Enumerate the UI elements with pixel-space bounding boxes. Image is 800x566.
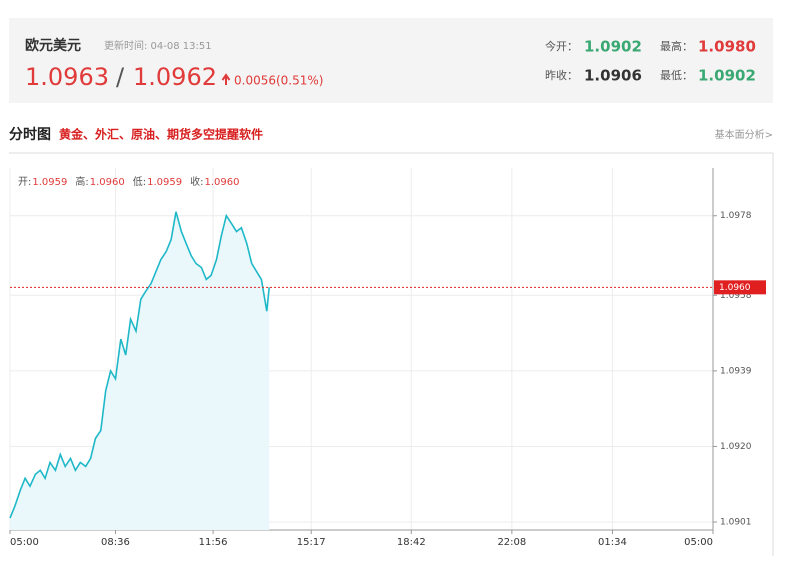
price-label: 1.0960 [719, 283, 751, 293]
ask-price: 1.0962 [133, 63, 217, 91]
info-value: 1.0959 [147, 177, 182, 188]
x-tick-label: 18:42 [397, 537, 426, 548]
bid-price: 1.0963 [25, 63, 109, 91]
y-tick-label: 1.0901 [720, 518, 752, 528]
price-label-box [714, 280, 766, 295]
section-title: 分时图 [9, 126, 51, 143]
y-tick-label: 1.0958 [720, 291, 752, 301]
x-tick-label: 01:34 [598, 537, 627, 548]
x-tick-label: 08:36 [101, 537, 130, 548]
info-label: 收: [190, 175, 203, 188]
y-tick-label: 1.0978 [720, 211, 752, 221]
info-label: 低: [133, 175, 146, 188]
quote-panel [9, 18, 773, 103]
x-tick-label: 11:56 [199, 537, 228, 548]
update-time: 更新时间: 04-08 13:51 [104, 39, 212, 52]
chart: 1.0901 1.0920 1.0939 1.0958 1.0978 05:00 08:36… [9, 168, 766, 548]
info-label: 开: [18, 177, 31, 188]
info-value: 1.0960 [205, 177, 240, 188]
promo-link[interactable]: 黄金、外汇、原油、期货多空提醒软件 [59, 127, 263, 142]
y-tick-label: 1.0939 [720, 366, 752, 376]
info-label: 高: [75, 175, 88, 188]
analysis-link[interactable]: 基本面分析> [715, 128, 773, 141]
x-tick-label: 05:00 [684, 537, 713, 548]
y-tick-label: 1.0920 [720, 442, 752, 452]
up-arrow [221, 73, 231, 85]
price-separator: / [116, 63, 125, 91]
stat-value: 1.0906 [584, 67, 642, 85]
stat-label: 最低： [660, 69, 693, 82]
x-tick-label: 22:08 [497, 537, 526, 548]
stat-value: 1.0980 [698, 38, 756, 56]
info-value: 1.0960 [90, 177, 125, 188]
x-tick-label: 15:17 [297, 537, 326, 548]
x-tick-label: 05:00 [10, 537, 39, 548]
stat-value: 1.0902 [584, 38, 642, 56]
price-change: 0.0056(0.51%) [234, 74, 323, 88]
instrument-name: 欧元美元 [25, 37, 81, 54]
area [10, 211, 270, 531]
info-value: 1.0959 [32, 177, 67, 188]
stat-label: 今开： [545, 39, 578, 53]
stat-value: 1.0902 [698, 67, 756, 85]
stat-label: 昨收： [545, 68, 578, 82]
line [9, 211, 270, 519]
stat-label: 最高： [660, 39, 693, 53]
